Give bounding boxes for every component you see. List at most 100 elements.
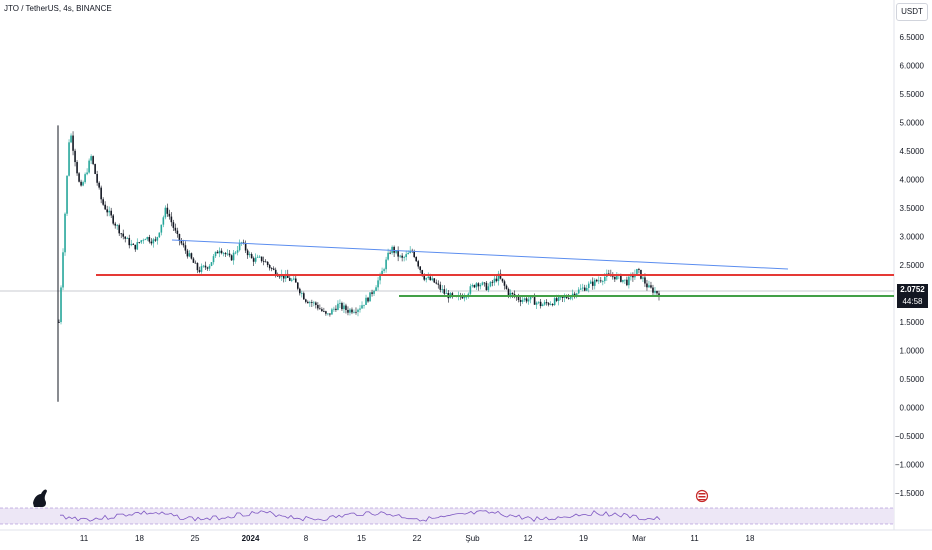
candle-body — [116, 225, 118, 226]
time-tick-label: 2024 — [242, 534, 260, 543]
candle-body — [469, 286, 472, 294]
candle-body — [600, 280, 602, 282]
candle-body — [122, 233, 125, 237]
candle-body — [299, 288, 301, 294]
candle-body — [577, 289, 580, 294]
candle-body — [70, 135, 72, 143]
candle-body — [351, 309, 353, 313]
candle-body — [587, 283, 590, 288]
candle-body — [240, 242, 243, 244]
symbol-legend[interactable]: JTO / TetherUS, 4s, BINANCE — [4, 4, 112, 13]
candle-body — [589, 281, 592, 284]
candle-body — [152, 239, 155, 244]
candle-body — [301, 293, 303, 295]
candle-body — [355, 311, 357, 313]
candle-body — [451, 293, 454, 296]
candle-body — [256, 256, 259, 258]
candle-body — [74, 150, 76, 163]
candle-body — [170, 216, 173, 223]
time-tick-label: 8 — [304, 534, 309, 543]
candle-body — [585, 287, 588, 291]
candle-body — [232, 252, 235, 261]
candle-body — [397, 250, 399, 257]
candle-body — [134, 244, 137, 250]
candle-body — [533, 297, 536, 305]
candle-body — [371, 292, 373, 294]
candle-body — [475, 283, 478, 288]
candle-body — [511, 292, 514, 295]
candle-body — [194, 262, 197, 264]
candle-body — [517, 297, 520, 300]
candle-body — [148, 237, 151, 242]
candle-body — [393, 246, 395, 253]
price-axis[interactable]: 6.5000 6.0000 5.5000 5.0000 4.5000 4.0000 3.50… — [895, 33, 925, 498]
candle-body — [86, 172, 88, 175]
candle-body — [214, 251, 217, 257]
candle-body — [407, 252, 409, 255]
time-axis[interactable]: 11 18 25 2024 8 15 22 Şub 12 19 Mar 11 18 — [80, 534, 755, 543]
candle-body — [620, 274, 622, 282]
price-tick-label: 6.0000 — [900, 62, 925, 71]
candle-body — [156, 237, 159, 241]
last-price-value: 2.0752 — [900, 285, 925, 294]
candle-body — [642, 277, 644, 279]
candle-body — [471, 285, 474, 287]
candle-body — [202, 265, 205, 267]
candle-body — [164, 207, 167, 218]
candle-body — [58, 322, 60, 323]
candle-body — [565, 296, 568, 299]
candle-body — [507, 289, 510, 296]
candle-body — [495, 278, 498, 282]
candle-body — [638, 268, 640, 270]
candle-body — [427, 276, 430, 278]
candle-body — [88, 160, 90, 173]
candle-body — [110, 210, 112, 216]
candle-body — [421, 270, 424, 277]
bar-countdown: 44:58 — [902, 297, 923, 306]
candle-body — [395, 250, 397, 253]
candle-body — [624, 279, 626, 281]
candle-body — [493, 278, 496, 283]
candle-body — [381, 270, 383, 274]
candle-body — [465, 296, 468, 298]
candle-body — [415, 257, 417, 262]
candle-body — [431, 278, 434, 281]
candle-body — [150, 241, 153, 244]
candle-body — [573, 293, 576, 297]
candle-body — [543, 302, 546, 305]
candle-body — [365, 297, 367, 305]
candle-body — [68, 142, 70, 176]
candle-body — [357, 309, 359, 312]
price-tick-label: 6.5000 — [900, 33, 925, 42]
candle-body — [622, 279, 624, 282]
time-tick-label: 11 — [690, 534, 699, 543]
candle-body — [311, 302, 313, 303]
event-flag-icon[interactable] — [695, 489, 709, 503]
candle-body — [282, 274, 285, 279]
candle-body — [612, 276, 614, 278]
candle-body — [401, 255, 403, 258]
trend-line[interactable] — [171, 239, 789, 270]
candle-body — [473, 285, 476, 288]
candle-body — [114, 223, 116, 226]
candle-body — [549, 304, 552, 305]
candle-body — [425, 277, 428, 280]
candle-body — [78, 173, 80, 182]
candle-body — [218, 250, 221, 254]
candle-body — [535, 302, 538, 305]
candle-body — [595, 279, 598, 282]
candle-body — [339, 302, 341, 304]
candle-body — [646, 283, 648, 288]
candle-body — [559, 296, 562, 298]
candle-body — [80, 181, 82, 186]
price-tick-label: −0.5000 — [895, 432, 925, 441]
candle-body — [72, 135, 74, 151]
candle-body — [248, 254, 251, 256]
candle-body — [399, 255, 401, 257]
logo-icon[interactable] — [33, 489, 47, 507]
candle-body — [583, 287, 586, 291]
currency-button[interactable]: USDT — [896, 3, 928, 21]
candle-body — [274, 269, 277, 276]
candle-body — [461, 296, 464, 299]
